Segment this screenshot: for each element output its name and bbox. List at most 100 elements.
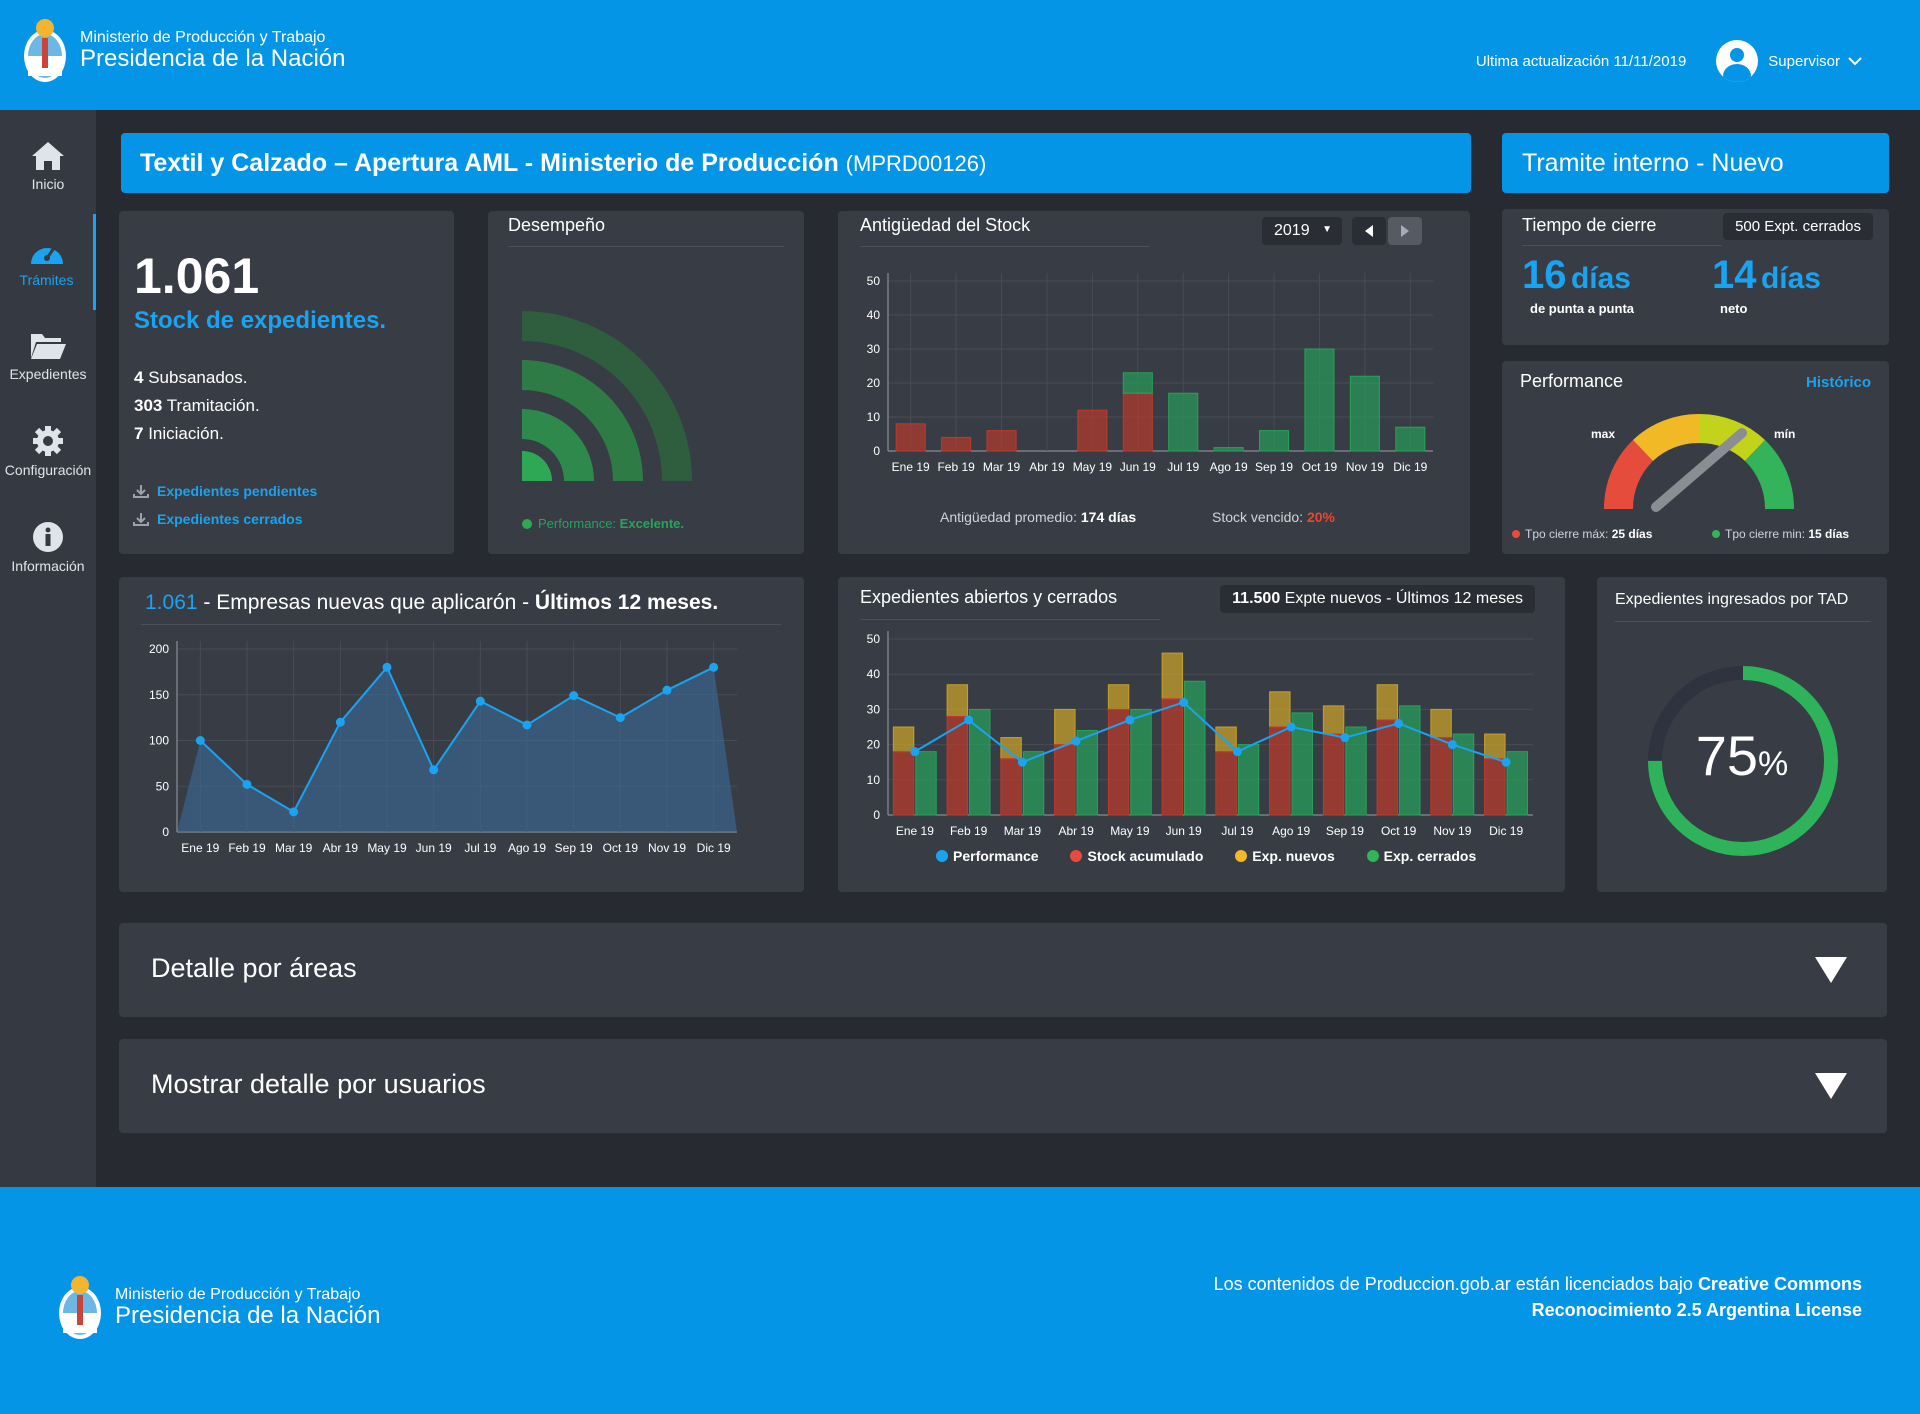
exp-nuevos-bar	[1484, 733, 1506, 760]
exp-nuevos-bar	[946, 684, 969, 717]
y-tick-label: 0	[162, 825, 169, 839]
exp-cerrados-bar	[915, 751, 937, 816]
dropdown-arrow-icon: ▼	[1322, 224, 1332, 235]
user-menu[interactable]: Supervisor	[1768, 52, 1840, 70]
card-title: Antigüedad del Stock	[860, 215, 1031, 235]
next-year-button[interactable]	[1388, 217, 1422, 245]
historico-link[interactable]: Histórico	[1805, 374, 1871, 391]
footer-logo[interactable]: Ministerio de Producción y Trabajo Presi…	[57, 1271, 381, 1341]
stock-acumulado-bar	[1107, 708, 1130, 816]
stock-bar-green	[1259, 430, 1290, 452]
y-tick-label: 0	[873, 808, 880, 822]
tad-card: Expedientes ingresados por TAD 75%	[1597, 577, 1887, 892]
download-icon	[133, 513, 149, 526]
performance-point	[1447, 740, 1457, 750]
sidebar-item-expedientes[interactable]: Expedientes	[0, 330, 96, 382]
exp-nuevos-bar	[1161, 652, 1184, 700]
exp-cerrados-bar	[969, 708, 991, 816]
link-expedientes-pendientes[interactable]: Expedientes pendientes	[133, 477, 317, 505]
license-link[interactable]: Reconocimiento 2.5 Argentina License	[1531, 1300, 1862, 1320]
y-tick-label: 200	[149, 642, 169, 656]
tiempo-neto-value: 14	[1712, 253, 1757, 297]
stock-bar-red	[1122, 392, 1153, 452]
performance-status: Performance: Excelente.	[522, 516, 684, 531]
link-expedientes-cerrados[interactable]: Expedientes cerrados	[133, 505, 317, 533]
exp-nuevos-bar	[1269, 691, 1291, 728]
exp-nuevos-bar	[1376, 684, 1399, 721]
footer: Ministerio de Producción y Trabajo Presi…	[0, 1187, 1920, 1414]
exp-nuevos-bar	[892, 726, 915, 753]
exp-nuevos-bar	[1322, 705, 1345, 735]
expand-arrow-icon[interactable]	[1815, 957, 1847, 983]
stock-acumulado-bar	[1484, 758, 1506, 816]
x-tick-label: Abr 19	[1058, 824, 1094, 838]
chevron-down-icon[interactable]	[1848, 56, 1862, 66]
abiertos-chart: 0 10 20 30 40 50 Ene 19 Feb 19 Mar 19 Abr 19 May 1…	[867, 631, 1533, 838]
chevron-right-icon	[1401, 225, 1409, 237]
exp-cerrados-bar	[1022, 751, 1045, 816]
x-tick-label: Jun 19	[1166, 824, 1202, 838]
sidebar-item-tramites[interactable]: Trámites	[0, 214, 96, 310]
logo[interactable]: Ministerio de Producción y Trabajo Presi…	[22, 14, 346, 84]
sidebar-item-label: Configuración	[4, 462, 92, 478]
sidebar-item-label: Inicio	[31, 176, 65, 192]
header-ministry: Ministerio de Producción y Trabajo	[80, 28, 326, 46]
detalle-usuarios-panel[interactable]: Mostrar detalle por usuarios	[119, 1039, 1887, 1133]
stock-bar-green	[1168, 392, 1199, 452]
x-tick-label: Dic 19	[697, 841, 731, 855]
detalle-areas-panel[interactable]: Detalle por áreas	[119, 923, 1887, 1017]
sidebar-item-label: Expedientes	[9, 366, 87, 382]
y-tick-label: 30	[867, 342, 881, 356]
data-point	[429, 765, 439, 775]
exp-nuevos-bar	[1430, 708, 1452, 739]
performance-point	[1125, 715, 1135, 725]
x-tick-label: Ago 19	[1210, 460, 1248, 474]
x-tick-label: Abr 19	[1029, 460, 1065, 474]
data-point	[522, 720, 532, 730]
exp-cerrados-bar	[1130, 708, 1152, 816]
performance-line	[914, 701, 1507, 764]
performance-point	[1501, 757, 1511, 767]
data-point	[195, 736, 205, 745]
home-icon	[32, 142, 64, 170]
data-point	[335, 717, 345, 727]
sidebar-item-inicio[interactable]: Inicio	[0, 140, 96, 192]
tad-donut-chart	[1648, 666, 1838, 856]
sidebar: Inicio Trámites Expedientes Configuració…	[0, 110, 96, 1187]
x-tick-label: Nov 19	[648, 841, 686, 855]
sidebar-item-informacion[interactable]: Información	[0, 520, 96, 574]
performance-point	[1394, 718, 1404, 728]
year-select[interactable]: 2019 ▼	[1262, 217, 1342, 245]
x-tick-label: Oct 19	[1381, 824, 1417, 838]
prev-year-button[interactable]	[1352, 217, 1386, 245]
avatar[interactable]	[1716, 40, 1759, 82]
stock-bar-green	[1349, 375, 1380, 452]
performance-point	[1071, 736, 1081, 746]
tpo-cierre-max: Tpo cierre máx: 25 días	[1512, 527, 1652, 541]
stock-acumulado-bar	[1430, 737, 1452, 816]
x-tick-label: Jul 19	[1221, 824, 1253, 838]
x-tick-label: May 19	[1073, 460, 1113, 474]
x-tick-label: Sep 19	[1255, 460, 1293, 474]
x-tick-label: May 19	[367, 841, 407, 855]
stock-bar-red	[1077, 409, 1108, 452]
panel-label: Detalle por áreas	[151, 953, 357, 983]
stock-bar-green	[1213, 447, 1244, 452]
stock-breakdown: 4 Subsanados. 303 Tramitación. 7 Iniciac…	[134, 368, 260, 443]
sidebar-item-configuracion[interactable]: Configuración	[0, 424, 96, 478]
stock-bar-green	[1122, 372, 1153, 394]
tiempo-total-label: de punta a punta	[1530, 301, 1634, 316]
exp-cerrados-bar	[1184, 680, 1206, 816]
tramite-type-bar: Tramite interno - Nuevo	[1502, 133, 1889, 193]
tiempo-total-value: 16	[1522, 253, 1567, 297]
tpo-cierre-min: Tpo cierre min: 15 días	[1712, 527, 1849, 541]
stock-bar-red	[941, 436, 972, 452]
exp-cerrados-bar	[1399, 705, 1421, 816]
header: Ministerio de Producción y Trabajo Presi…	[0, 0, 1920, 110]
x-tick-label: Jun 19	[416, 841, 452, 855]
stock-acumulado-bar	[1054, 744, 1076, 816]
signal-strength-icon	[522, 311, 692, 481]
expand-arrow-icon[interactable]	[1815, 1073, 1847, 1099]
y-tick-label: 150	[149, 688, 169, 702]
case-title: Textil y Calzado – Apertura AML - Minist…	[140, 149, 839, 177]
